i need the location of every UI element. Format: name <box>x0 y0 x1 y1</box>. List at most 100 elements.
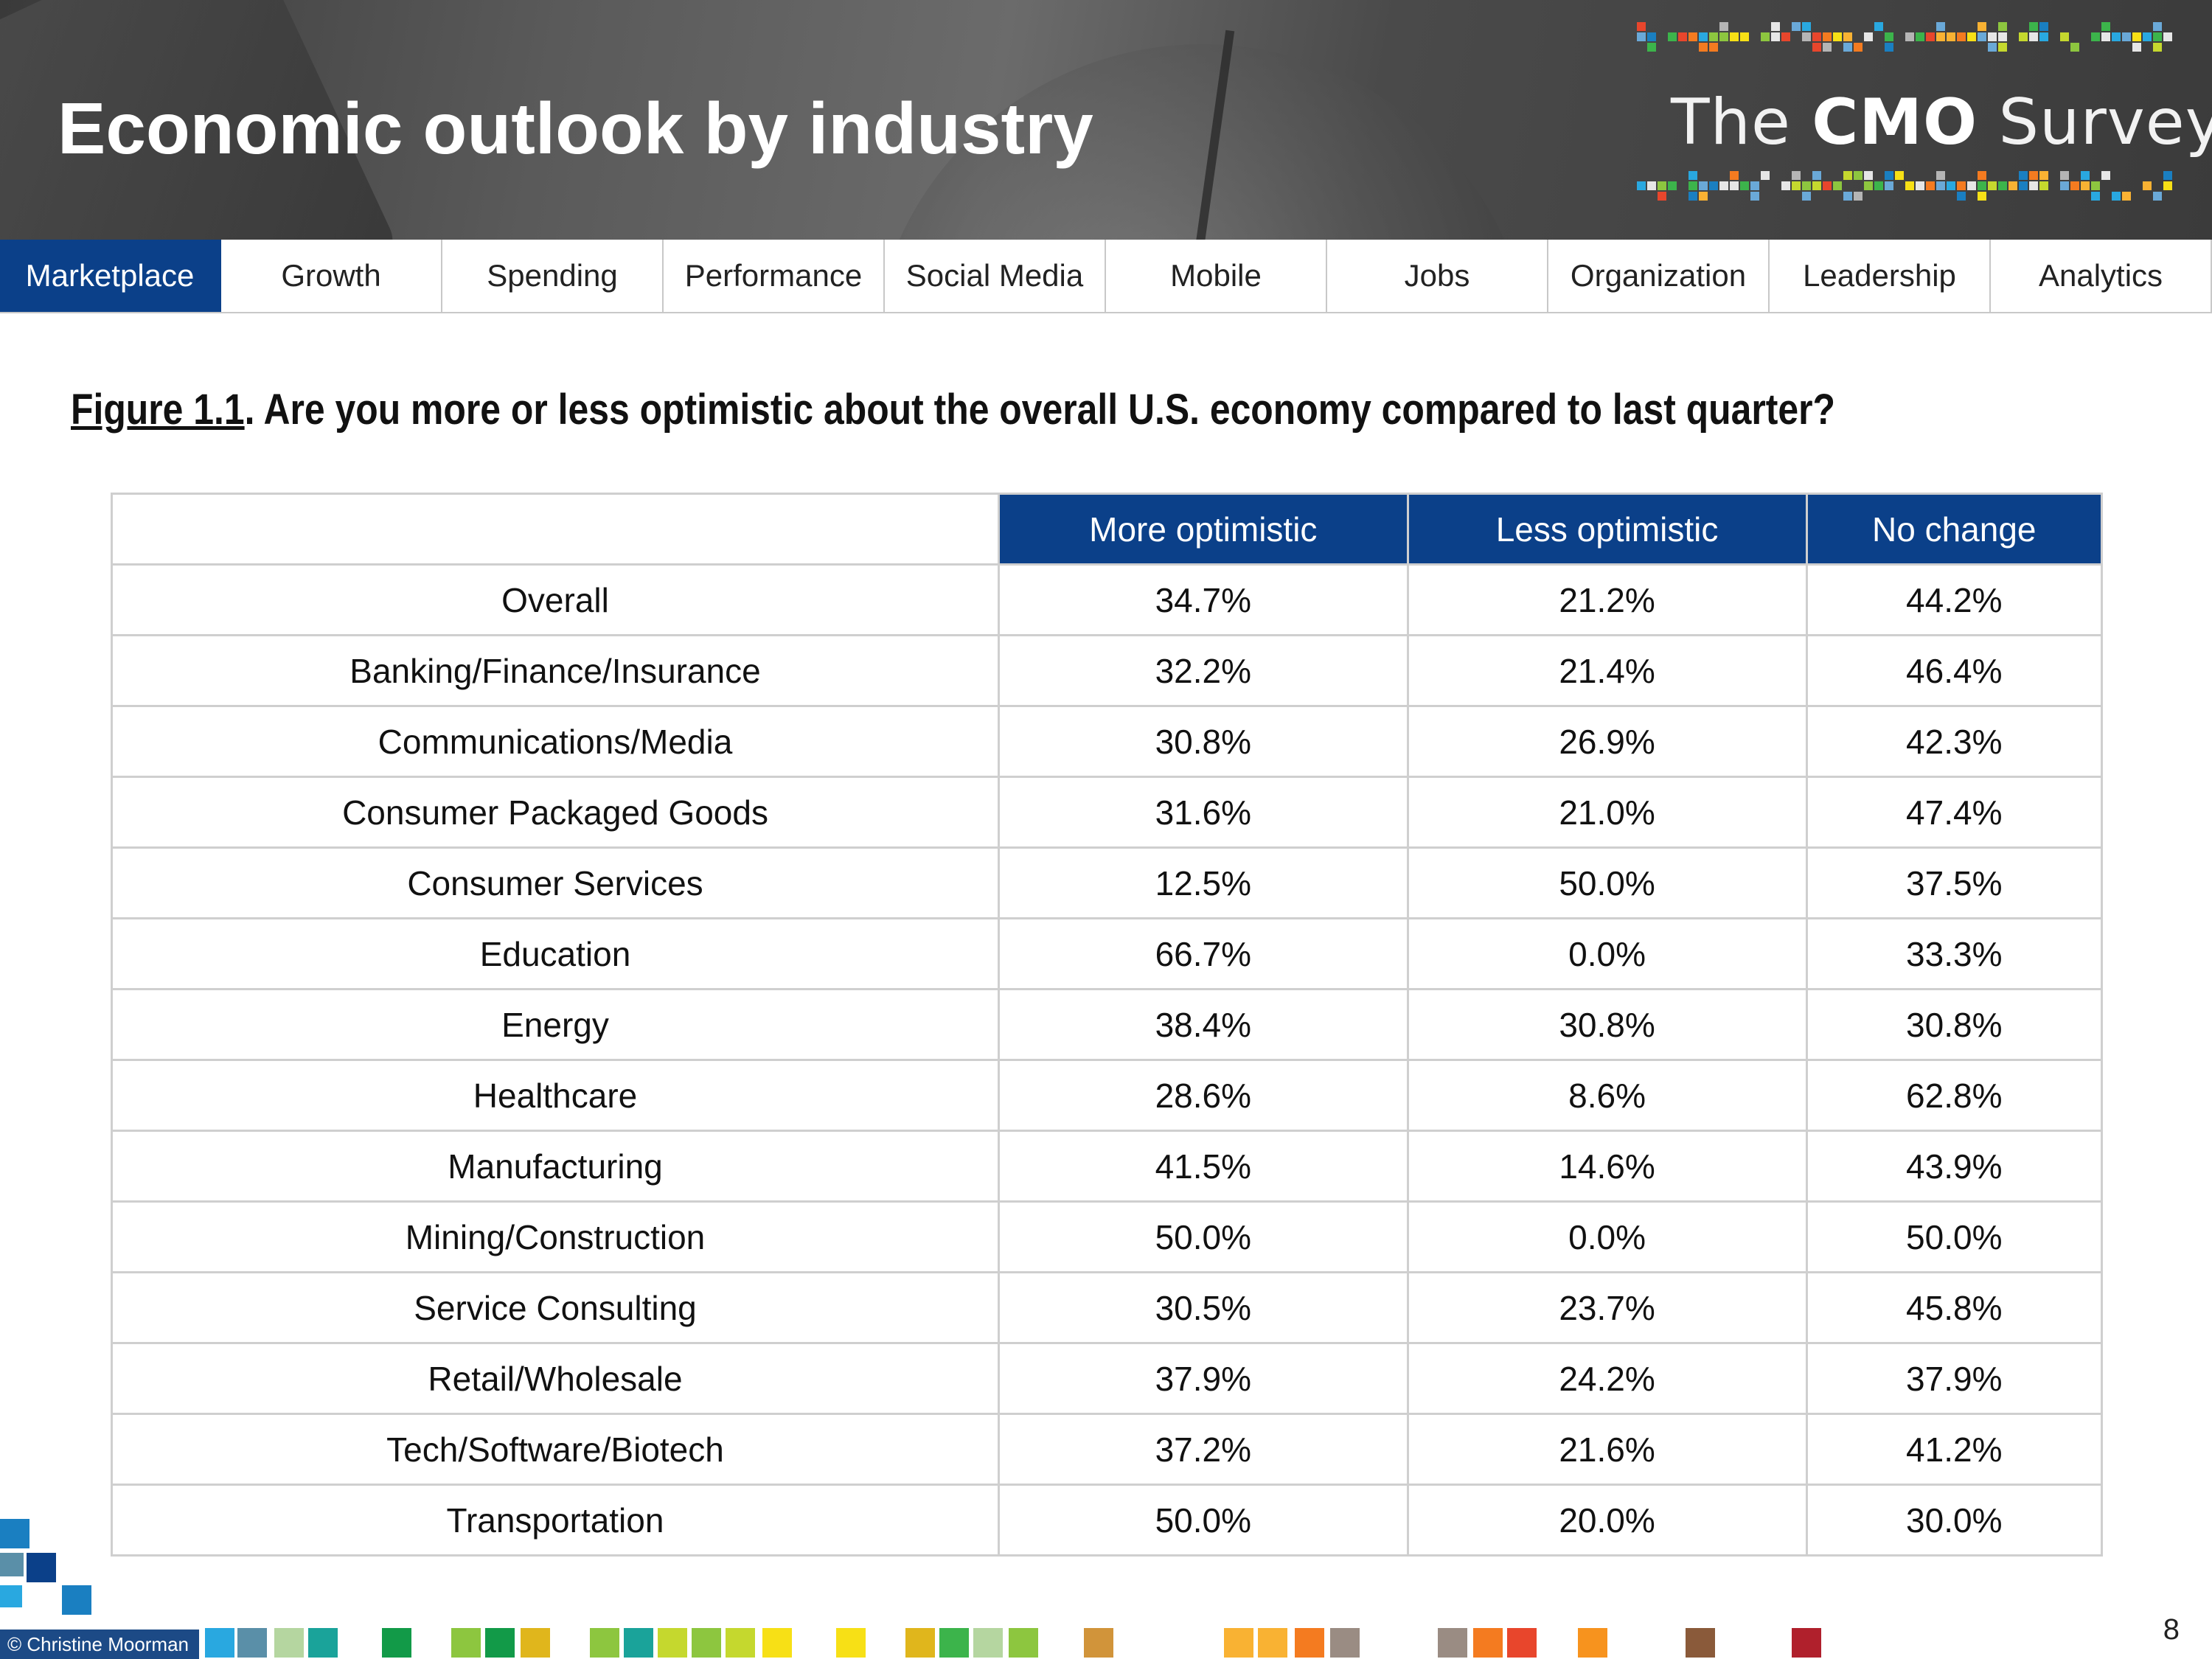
value-cell: 12.5% <box>998 846 1409 919</box>
footer-square <box>382 1628 411 1658</box>
footer-square <box>1084 1628 1113 1658</box>
page-number: 8 <box>2163 1613 2180 1646</box>
row-label: Retail/Wholesale <box>111 1342 1000 1415</box>
value-cell: 26.9% <box>1406 705 1808 778</box>
footer-square <box>692 1628 721 1658</box>
value-cell: 21.4% <box>1406 634 1808 707</box>
footer-square <box>939 1628 969 1658</box>
value-cell: 33.3% <box>1805 917 2104 990</box>
tab-organization[interactable]: Organization <box>1548 240 1770 312</box>
tab-leadership[interactable]: Leadership <box>1770 240 1991 312</box>
table-row: Energy 38.4% 30.8% 30.8% <box>111 988 2104 1061</box>
row-label: Manufacturing <box>111 1130 1000 1203</box>
table-header-row: More optimistic Less optimistic No chang… <box>111 493 2104 566</box>
footer-square <box>0 1553 24 1576</box>
table-row: Manufacturing 41.5% 14.6% 43.9% <box>111 1130 2104 1203</box>
page-title: Economic outlook by industry <box>58 88 1093 169</box>
tab-analytics[interactable]: Analytics <box>1991 240 2212 312</box>
value-cell: 20.0% <box>1406 1484 1808 1557</box>
row-label: Banking/Finance/Insurance <box>111 634 1000 707</box>
table-row: Overall 34.7% 21.2% 44.2% <box>111 563 2104 636</box>
footer-square <box>1792 1628 1821 1658</box>
value-cell: 31.6% <box>998 776 1409 849</box>
tab-jobs[interactable]: Jobs <box>1327 240 1548 312</box>
row-label: Consumer Services <box>111 846 1000 919</box>
tab-mobile[interactable]: Mobile <box>1106 240 1327 312</box>
table-row: Consumer Services 12.5% 50.0% 37.5% <box>111 846 2104 919</box>
row-label: Mining/Construction <box>111 1200 1000 1273</box>
tab-social-media[interactable]: Social Media <box>885 240 1106 312</box>
row-label: Overall <box>111 563 1000 636</box>
value-cell: 21.0% <box>1406 776 1808 849</box>
value-cell: 30.8% <box>998 705 1409 778</box>
value-cell: 30.8% <box>1805 988 2104 1061</box>
header-blank-cell <box>111 493 1000 566</box>
footer-square <box>451 1628 481 1658</box>
value-cell: 46.4% <box>1805 634 2104 707</box>
value-cell: 32.2% <box>998 634 1409 707</box>
table-row: Consumer Packaged Goods 31.6% 21.0% 47.4% <box>111 776 2104 849</box>
value-cell: 0.0% <box>1406 917 1808 990</box>
footer-square <box>308 1628 338 1658</box>
footer-square <box>658 1628 687 1658</box>
copyright-notice: © Christine Moorman <box>0 1630 199 1659</box>
value-cell: 30.0% <box>1805 1484 2104 1557</box>
row-label: Communications/Media <box>111 705 1000 778</box>
figure-label: Figure 1.1 <box>71 386 245 434</box>
value-cell: 66.7% <box>998 917 1409 990</box>
footer-square <box>521 1628 550 1658</box>
table-row: Education 66.7% 0.0% 33.3% <box>111 917 2104 990</box>
value-cell: 24.2% <box>1406 1342 1808 1415</box>
footer-square <box>0 1519 29 1548</box>
column-header: Less optimistic <box>1406 493 1808 566</box>
footer-square <box>27 1553 56 1582</box>
figure-caption: Figure 1.1. Are you more or less optimis… <box>71 385 1835 434</box>
footer-square <box>905 1628 935 1658</box>
tab-spending[interactable]: Spending <box>442 240 664 312</box>
section-nav: Marketplace Growth Spending Performance Soci… <box>0 240 2212 313</box>
tab-performance[interactable]: Performance <box>664 240 885 312</box>
table-row: Transportation 50.0% 20.0% 30.0% <box>111 1484 2104 1557</box>
footer-square <box>1686 1628 1715 1658</box>
value-cell: 37.9% <box>998 1342 1409 1415</box>
table-row: Healthcare 28.6% 8.6% 62.8% <box>111 1059 2104 1132</box>
value-cell: 43.9% <box>1805 1130 2104 1203</box>
value-cell: 47.4% <box>1805 776 2104 849</box>
tab-marketplace[interactable]: Marketplace <box>0 240 221 312</box>
value-cell: 41.2% <box>1805 1413 2104 1486</box>
value-cell: 23.7% <box>1406 1271 1808 1344</box>
value-cell: 50.0% <box>998 1484 1409 1557</box>
logo-text: The CMO Survey <box>1671 86 2212 159</box>
footer-square <box>726 1628 755 1658</box>
table-row: Retail/Wholesale 37.9% 24.2% 37.9% <box>111 1342 2104 1415</box>
row-label: Energy <box>111 988 1000 1061</box>
row-label: Education <box>111 917 1000 990</box>
value-cell: 0.0% <box>1406 1200 1808 1273</box>
value-cell: 50.0% <box>1406 846 1808 919</box>
value-cell: 34.7% <box>998 563 1409 636</box>
footer-square <box>1473 1628 1503 1658</box>
column-header: More optimistic <box>998 493 1409 566</box>
figure-question: . Are you more or less optimistic about … <box>244 386 1835 434</box>
footer-square <box>62 1585 91 1615</box>
table-row: Service Consulting 30.5% 23.7% 45.8% <box>111 1271 2104 1344</box>
footer-square <box>1507 1628 1537 1658</box>
row-label: Healthcare <box>111 1059 1000 1132</box>
footer-square <box>973 1628 1003 1658</box>
value-cell: 42.3% <box>1805 705 2104 778</box>
table-row: Mining/Construction 50.0% 0.0% 50.0% <box>111 1200 2104 1273</box>
footer-square <box>1330 1628 1360 1658</box>
footer-square <box>0 1585 22 1607</box>
value-cell: 45.8% <box>1805 1271 2104 1344</box>
footer-decoration <box>0 1512 2212 1659</box>
value-cell: 21.2% <box>1406 563 1808 636</box>
footer-square <box>1258 1628 1287 1658</box>
footer-square <box>762 1628 792 1658</box>
value-cell: 37.9% <box>1805 1342 2104 1415</box>
tab-growth[interactable]: Growth <box>221 240 442 312</box>
value-cell: 41.5% <box>998 1130 1409 1203</box>
cmo-survey-logo: The CMO Survey <box>1637 15 2212 229</box>
row-label: Tech/Software/Biotech <box>111 1413 1000 1486</box>
value-cell: 38.4% <box>998 988 1409 1061</box>
row-label: Consumer Packaged Goods <box>111 776 1000 849</box>
